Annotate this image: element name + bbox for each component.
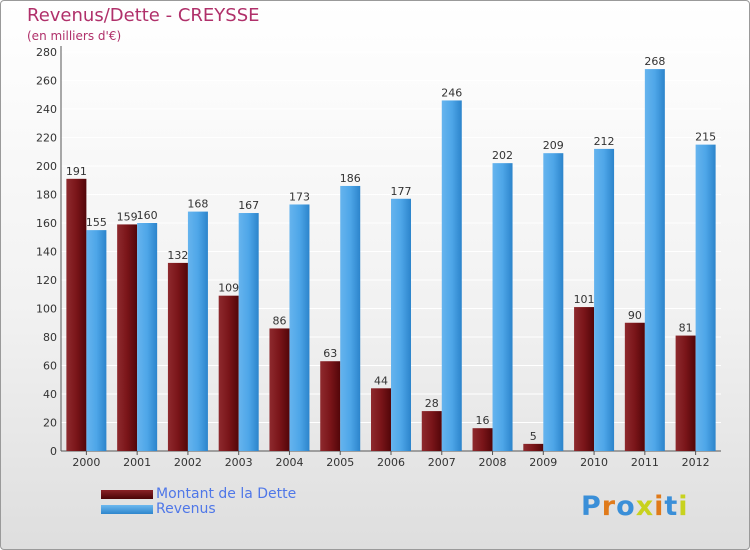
data-label-revenus: 168 [187,198,208,211]
legend-swatch-revenus [101,504,153,514]
x-tick-label: 2009 [529,456,557,469]
logo-letter: o [616,491,636,522]
y-tick-label: 0 [50,445,57,458]
y-tick-label: 140 [36,246,57,259]
data-label-dette: 44 [374,374,388,387]
bar-dette [320,361,341,451]
x-tick-label: 2011 [631,456,659,469]
bar-revenus [340,185,361,451]
data-label-dette: 63 [323,347,337,360]
data-label-dette: 5 [530,430,537,443]
x-tick-label: 2007 [428,456,456,469]
data-label-revenus: 202 [492,149,513,162]
bar-revenus [289,204,310,451]
logo-letter: r [601,491,617,522]
bar-dette [523,443,544,451]
data-label-revenus: 215 [695,131,716,144]
y-tick-label: 100 [36,303,57,316]
data-label-revenus: 246 [441,86,462,99]
x-tick-label: 2012 [682,456,710,469]
logo-letter: i [678,491,689,522]
bar-dette [167,262,188,451]
legend-label-revenus: Revenus [156,501,216,517]
data-label-revenus: 209 [543,139,564,152]
bar-revenus [594,148,615,451]
data-label-revenus: 212 [594,135,615,148]
chart-subtitle: (en milliers d'€) [27,29,122,43]
bar-dette [421,411,442,451]
data-label-revenus: 173 [289,190,310,203]
logo-letter: x [635,491,655,522]
y-tick-label: 240 [36,103,57,116]
y-tick-label: 280 [36,46,57,59]
logo-letter: P [581,491,602,522]
data-label-revenus: 186 [340,172,361,185]
bar-revenus [391,198,411,451]
logo-letter: t [664,491,679,522]
bar-revenus [238,213,259,451]
data-label-dette: 109 [218,282,239,295]
legend-swatch-dette [101,489,153,499]
data-label-revenus: 268 [644,55,665,68]
bar-revenus [695,144,716,451]
chart-title: Revenus/Dette - CREYSSE [27,5,260,26]
bar-revenus [441,100,462,451]
y-tick-label: 120 [36,274,57,287]
x-tick-label: 2001 [123,456,151,469]
y-tick-label: 260 [36,75,57,88]
x-tick-label: 2005 [326,456,354,469]
legend-label-dette: Montant de la Dette [156,486,297,502]
data-label-dette: 81 [679,322,693,335]
bar-revenus [86,230,107,451]
y-tick-label: 180 [36,189,57,202]
bar-dette [675,335,696,451]
x-tick-label: 2008 [479,456,507,469]
bar-revenus [543,153,564,452]
x-tick-label: 2010 [580,456,608,469]
bar-revenus [492,163,513,451]
bar-revenus [137,223,158,451]
x-tick-label: 2004 [275,456,303,469]
data-label-dette: 101 [574,293,595,306]
y-tick-label: 220 [36,132,57,145]
x-tick-label: 2002 [174,456,202,469]
bar-dette [218,295,239,451]
y-tick-label: 200 [36,160,57,173]
proxiti-logo: Proxiti [581,491,689,522]
y-tick-label: 40 [43,388,57,401]
bar-dette [574,307,595,451]
bar-dette [371,388,391,451]
bar-dette [472,428,493,451]
data-label-dette: 86 [272,314,286,327]
data-label-dette: 16 [476,414,490,427]
x-tick-label: 2000 [72,456,100,469]
data-label-dette: 28 [425,397,439,410]
x-tick-label: 2003 [225,456,253,469]
legend-item-revenus: Revenus [101,501,216,517]
data-label-dette: 191 [66,165,87,178]
data-label-dette: 90 [628,309,642,322]
y-tick-label: 60 [43,360,57,373]
legend-item-dette: Montant de la Dette [101,486,296,502]
bar-revenus [187,211,208,451]
y-tick-label: 160 [36,217,57,230]
data-label-dette: 159 [117,210,138,223]
bar-dette [66,178,87,451]
bar-revenus [644,69,665,451]
x-tick-label: 2006 [377,456,405,469]
y-tick-label: 80 [43,331,57,344]
data-label-revenus: 177 [391,185,412,198]
bar-dette [269,328,290,451]
bar-dette [624,322,645,451]
logo-letter: i [654,491,665,522]
y-tick-label: 20 [43,417,57,430]
data-label-revenus: 160 [137,209,158,222]
data-label-dette: 132 [167,249,188,262]
data-label-revenus: 167 [238,199,259,212]
bar-dette [117,224,138,451]
data-label-revenus: 155 [86,216,107,229]
